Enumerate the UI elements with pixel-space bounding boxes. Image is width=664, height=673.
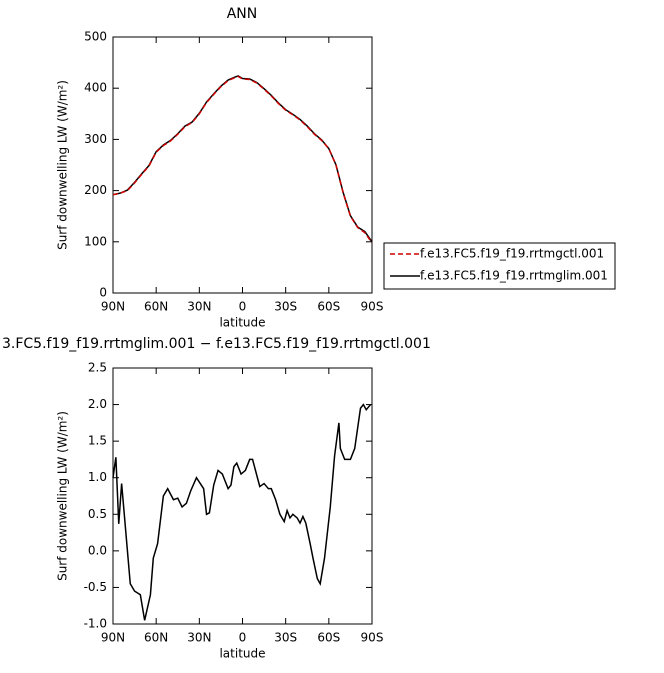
y-tick-label: 400 <box>84 81 107 95</box>
x-tick-label: 90N <box>101 631 125 645</box>
y-tick-label: 2.0 <box>88 397 107 411</box>
x-tick-label: 60S <box>317 631 340 645</box>
x-axis-label: latitude <box>219 647 265 661</box>
x-tick-label: 30S <box>274 631 297 645</box>
legend-label: f.e13.FC5.f19_f19.rrtmglim.001 <box>420 269 608 283</box>
x-tick-label: 90S <box>361 631 384 645</box>
x-tick-label: 0 <box>239 631 247 645</box>
x-tick-label: 60N <box>144 300 168 314</box>
x-tick-label: 90S <box>361 300 384 314</box>
y-tick-label: 1.0 <box>88 470 107 484</box>
x-tick-label: 30N <box>187 300 211 314</box>
data-line <box>112 403 372 621</box>
y-tick-label: 100 <box>84 234 107 248</box>
y-tick-label: -1.0 <box>84 617 107 631</box>
x-tick-label: 30S <box>274 300 297 314</box>
x-axis-label: latitude <box>219 316 265 330</box>
y-tick-label: 0.0 <box>88 543 107 557</box>
legend-box <box>383 242 616 290</box>
x-tick-label: 60S <box>317 300 340 314</box>
y-axis-label: Surf downwelling LW (W/m²) <box>56 80 70 250</box>
y-tick-label: 0 <box>99 286 107 300</box>
y-tick-label: -0.5 <box>84 580 107 594</box>
y-axis-label: Surf downwelling LW (W/m²) <box>56 411 70 581</box>
y-tick-label: 300 <box>84 132 107 146</box>
y-tick-label: 1.5 <box>88 434 107 448</box>
chart-title: 3.FC5.f19_f19.rrtmglim.001 − f.e13.FC5.f… <box>2 336 431 352</box>
chart-title: ANN <box>227 6 258 22</box>
legend-label: f.e13.FC5.f19_f19.rrtmgctl.001 <box>420 247 604 261</box>
x-tick-label: 0 <box>239 300 247 314</box>
y-tick-label: 2.5 <box>88 361 107 375</box>
x-tick-label: 90N <box>101 300 125 314</box>
x-tick-label: 30N <box>187 631 211 645</box>
y-tick-label: 0.5 <box>88 507 107 521</box>
data-line <box>112 75 373 244</box>
x-tick-label: 60N <box>144 631 168 645</box>
y-tick-label: 500 <box>84 30 107 44</box>
y-tick-label: 200 <box>84 183 107 197</box>
plot-frame <box>112 36 373 294</box>
